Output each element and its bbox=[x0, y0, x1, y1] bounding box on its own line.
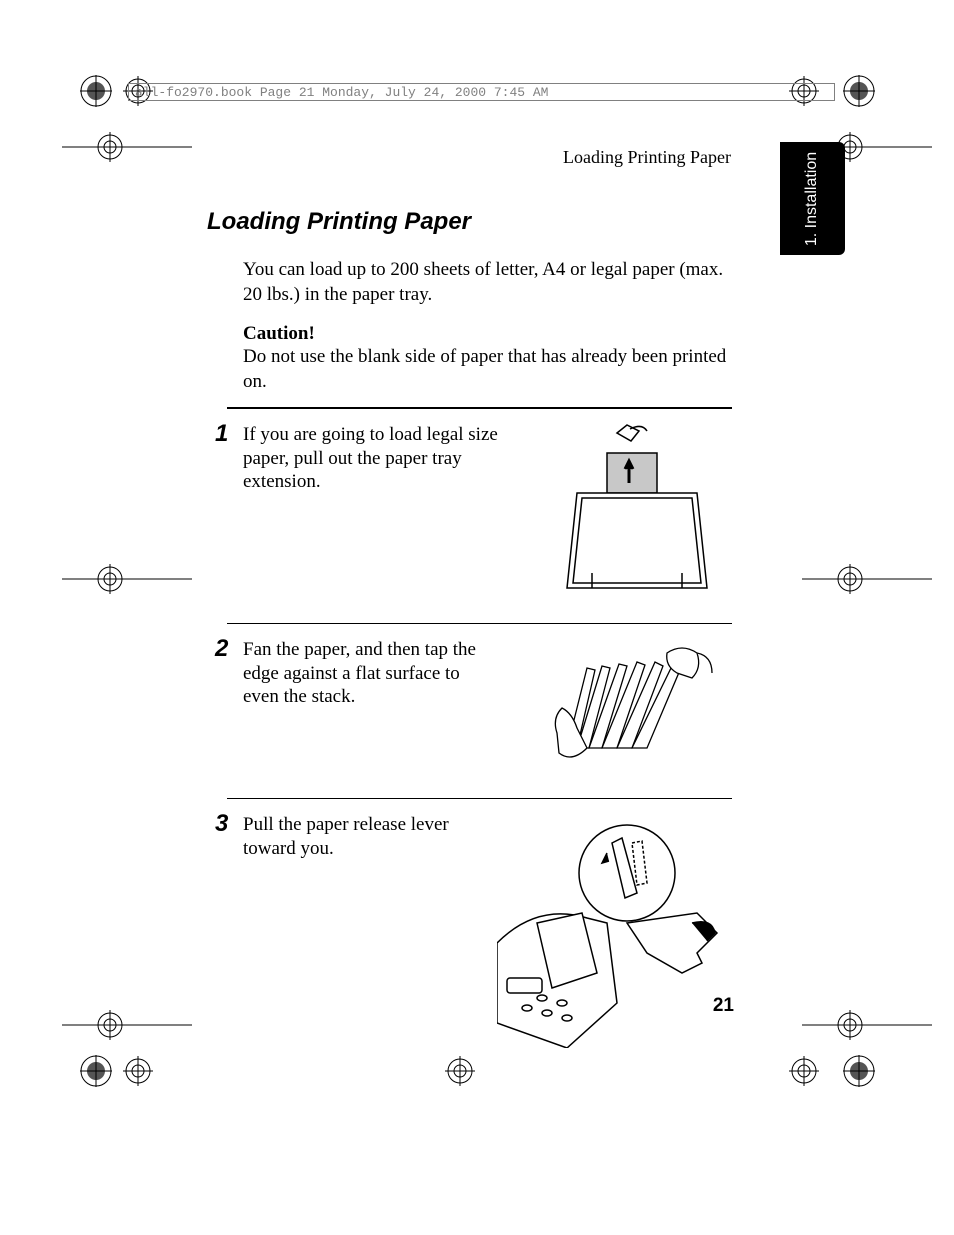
step-3-number: 3 bbox=[215, 810, 228, 838]
tray-extension-illustration bbox=[547, 423, 727, 603]
fan-paper-illustration bbox=[547, 638, 727, 778]
running-head: Loading Printing Paper bbox=[563, 147, 731, 168]
divider-top bbox=[227, 407, 732, 409]
section-tab-label: 1. Installation bbox=[804, 151, 822, 245]
release-lever-illustration bbox=[497, 823, 727, 1053]
registration-bottom-center bbox=[440, 1055, 530, 1085]
crop-mark-bottom-left bbox=[80, 1055, 170, 1085]
framemaker-header: all-fo2970.book Page 21 Monday, July 24,… bbox=[128, 83, 835, 101]
step-3-text: Pull the paper release lever toward you. bbox=[243, 813, 498, 861]
registration-left-1 bbox=[62, 130, 152, 160]
step-1-number: 1 bbox=[215, 420, 228, 448]
step-2: 2 Fan the paper, and then tap the edge a… bbox=[207, 638, 727, 788]
step-3: 3 Pull the paper release lever toward yo… bbox=[207, 813, 727, 1048]
caution-label: Caution! bbox=[243, 323, 727, 345]
page-title: Loading Printing Paper bbox=[207, 208, 727, 236]
page-number: 21 bbox=[713, 995, 734, 1017]
step-1: 1 If you are going to load legal size pa… bbox=[207, 423, 727, 613]
section-tab: 1. Installation bbox=[780, 142, 845, 255]
intro-paragraph: You can load up to 200 sheets of letter,… bbox=[243, 258, 727, 307]
step-2-number: 2 bbox=[215, 635, 228, 663]
divider-2 bbox=[227, 798, 732, 799]
registration-right-3 bbox=[802, 1008, 892, 1038]
registration-right-2 bbox=[802, 562, 892, 592]
page-content: Loading Printing Paper You can load up t… bbox=[207, 208, 727, 1048]
step-1-text: If you are going to load legal size pape… bbox=[243, 423, 498, 494]
registration-left-2 bbox=[62, 562, 152, 592]
divider-1 bbox=[227, 623, 732, 624]
framemaker-header-text: all-fo2970.book Page 21 Monday, July 24,… bbox=[135, 85, 548, 100]
step-2-text: Fan the paper, and then tap the edge aga… bbox=[243, 638, 498, 709]
crop-mark-bottom-right bbox=[784, 1055, 874, 1085]
caution-text: Do not use the blank side of paper that … bbox=[243, 345, 727, 394]
registration-left-3 bbox=[62, 1008, 152, 1038]
